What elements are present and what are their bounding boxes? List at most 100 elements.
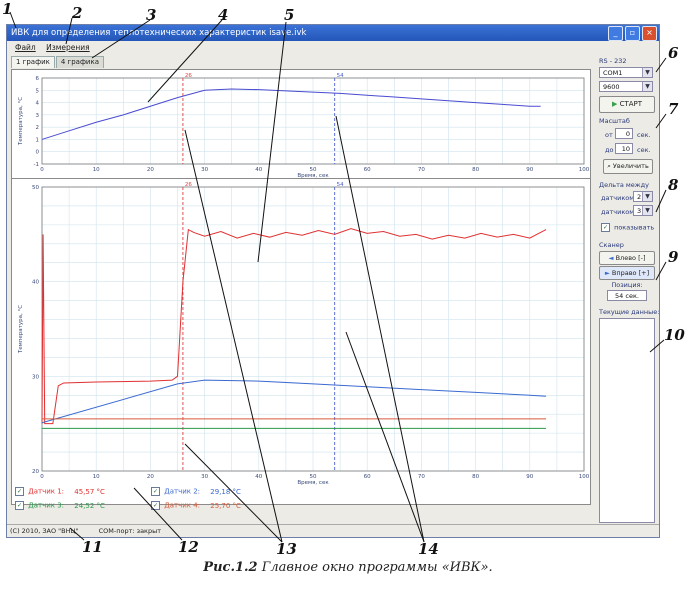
scan-left-button[interactable]: ◄ Влево [-] xyxy=(599,251,655,265)
close-button[interactable]: × xyxy=(642,26,657,41)
maximize-button[interactable]: ▫ xyxy=(625,26,640,41)
minimize-button[interactable]: _ xyxy=(608,26,623,41)
x-tick-label: 80 xyxy=(472,167,479,173)
arrow-left-icon: ◄ xyxy=(608,254,614,262)
status-com-port: COM-порт: закрыт xyxy=(98,527,162,535)
arrow-right-icon: ► xyxy=(604,269,610,277)
sensor-a-select[interactable]: 2 ▼ xyxy=(633,191,653,202)
annotation-2: 2 xyxy=(72,4,83,22)
y-tick-label: 50 xyxy=(32,185,39,191)
position-label: Позиция: xyxy=(611,281,643,289)
annotation-11: 11 xyxy=(82,538,103,556)
y-tick-label: 6 xyxy=(36,76,40,82)
x-tick-label: 50 xyxy=(310,167,317,173)
from-sec-unit: сек. xyxy=(637,131,651,139)
y-tick-label: 30 xyxy=(32,374,39,380)
tab-bar: 1 график 4 графика xyxy=(11,56,105,68)
top-chart-panel: 0 10 20 30 40 50 60 70 80 90 100 6 5 4 3 2 1 0 -1 Время, се… xyxy=(11,69,591,179)
sensor-b-select[interactable]: 3 ▼ xyxy=(633,205,653,216)
baud-select[interactable]: 9600 ▼ xyxy=(599,81,653,92)
sensor-3-label: Датчик 3: xyxy=(28,501,65,510)
sensor-3-checkbox[interactable]: ✓ xyxy=(15,501,24,510)
x-tick-label: 60 xyxy=(364,167,371,173)
start-button[interactable]: ▶ СТАРТ xyxy=(599,96,655,113)
chevron-down-icon: ▼ xyxy=(642,192,652,201)
caption-text: Главное окно программы «ИВК». xyxy=(257,560,493,575)
x-tick-label: 60 xyxy=(364,474,371,480)
side-panel: RS - 232 COM1 ▼ 9600 ▼ ▶ СТАРТ Масштаб от … xyxy=(599,55,659,525)
from-label: от xyxy=(605,131,613,139)
x-tick-label: 100 xyxy=(579,167,590,173)
annotation-10: 10 xyxy=(664,326,685,344)
sensor-2-checkbox[interactable]: ✓ xyxy=(151,487,160,496)
to-input[interactable]: 10 xyxy=(615,143,633,154)
series-line-1 xyxy=(41,88,541,140)
to-value: 10 xyxy=(621,145,630,153)
rs232-title: RS - 232 xyxy=(599,57,627,65)
figure-caption: Рис.1.2 Главное окно программы «ИВК». xyxy=(0,560,696,575)
scanner-title: Сканер xyxy=(599,241,624,249)
x-tick-label: 90 xyxy=(526,474,533,480)
x-tick-label: 70 xyxy=(418,474,425,480)
port-select[interactable]: COM1 ▼ xyxy=(599,67,653,78)
sensor-4-label: Датчик 4: xyxy=(164,501,201,510)
tab-four-charts[interactable]: 4 графика xyxy=(55,56,105,68)
series-line-2 xyxy=(41,379,547,424)
from-input[interactable]: 0 xyxy=(615,128,633,139)
show-delta-checkbox[interactable]: ✓ xyxy=(601,223,610,232)
annotation-13: 13 xyxy=(276,540,297,558)
x-tick-label: 100 xyxy=(579,474,590,480)
marker-label-26: 26 xyxy=(185,73,192,79)
chevron-down-icon: ▼ xyxy=(642,206,652,215)
scale-title: Масштаб xyxy=(599,117,630,125)
start-label: СТАРТ xyxy=(619,100,643,108)
sensor-b-value: 3 xyxy=(637,207,642,215)
legend-sensor-2[interactable]: ✓ Датчик 2: 29,18 °С xyxy=(151,487,241,496)
baud-value: 9600 xyxy=(603,83,620,91)
legend-sensor-4[interactable]: ✓ Датчик 4: 25,70 °С xyxy=(151,501,241,510)
annotation-8: 8 xyxy=(668,176,679,194)
zoom-button[interactable]: ⌕ Увеличить xyxy=(603,159,653,174)
sensor-4-checkbox[interactable]: ✓ xyxy=(151,501,160,510)
from-value: 0 xyxy=(625,130,630,138)
y-tick-label: 20 xyxy=(32,469,39,475)
scan-right-button[interactable]: ► Вправо [+] xyxy=(599,266,655,280)
annotation-9: 9 xyxy=(668,248,679,266)
sensor-b-label: датчиком xyxy=(601,208,635,216)
y-tick-label: 0 xyxy=(36,150,40,156)
annotation-4: 4 xyxy=(218,6,229,24)
position-value: 54 сек. xyxy=(615,292,639,300)
marker-label-54: 54 xyxy=(337,182,344,188)
x-tick-label: 30 xyxy=(201,474,208,480)
annotation-14: 14 xyxy=(418,540,439,558)
menu-file[interactable]: Файл xyxy=(15,43,36,52)
marker-label-26: 26 xyxy=(185,182,192,188)
y-tick-label: 40 xyxy=(32,280,39,286)
annotation-6: 6 xyxy=(668,44,679,62)
chevron-down-icon: ▼ xyxy=(642,68,652,77)
show-delta-toggle[interactable]: ✓ показывать xyxy=(601,223,654,232)
position-field: 54 сек. xyxy=(607,290,647,301)
sensor-a-label: датчиком xyxy=(601,194,635,202)
x-tick-label: 90 xyxy=(526,167,533,173)
x-axis-label: Время, сек xyxy=(297,173,329,178)
show-delta-label: показывать xyxy=(614,223,655,232)
status-copyright: (С) 2010, ЗАО "ВНЦ" xyxy=(10,527,79,535)
x-tick-label: 50 xyxy=(310,474,317,480)
scan-left-label: Влево xyxy=(615,254,636,262)
plot-frame xyxy=(41,186,585,472)
x-tick-label: 0 xyxy=(40,167,44,173)
menu-measurements[interactable]: Измерения xyxy=(46,43,90,52)
sensor-3-value: 24,52 °С xyxy=(74,501,105,510)
legend-sensor-1[interactable]: ✓ Датчик 1: 45,57 °С xyxy=(15,487,105,496)
y-tick-label: 3 xyxy=(36,113,40,119)
sensor-1-checkbox[interactable]: ✓ xyxy=(15,487,24,496)
tab-one-chart[interactable]: 1 график xyxy=(11,56,55,68)
legend-sensor-3[interactable]: ✓ Датчик 3: 24,52 °С xyxy=(15,501,105,510)
menu-bar: Файл Измерения xyxy=(7,41,659,55)
x-tick-label: 20 xyxy=(147,167,154,173)
status-bar: (С) 2010, ЗАО "ВНЦ" COM-порт: закрыт xyxy=(7,524,659,537)
bottom-chart[interactable]: 0 10 20 30 40 50 60 70 80 90 100 50 40 30 20 Время, сек… xyxy=(12,179,590,504)
x-tick-label: 20 xyxy=(147,474,154,480)
